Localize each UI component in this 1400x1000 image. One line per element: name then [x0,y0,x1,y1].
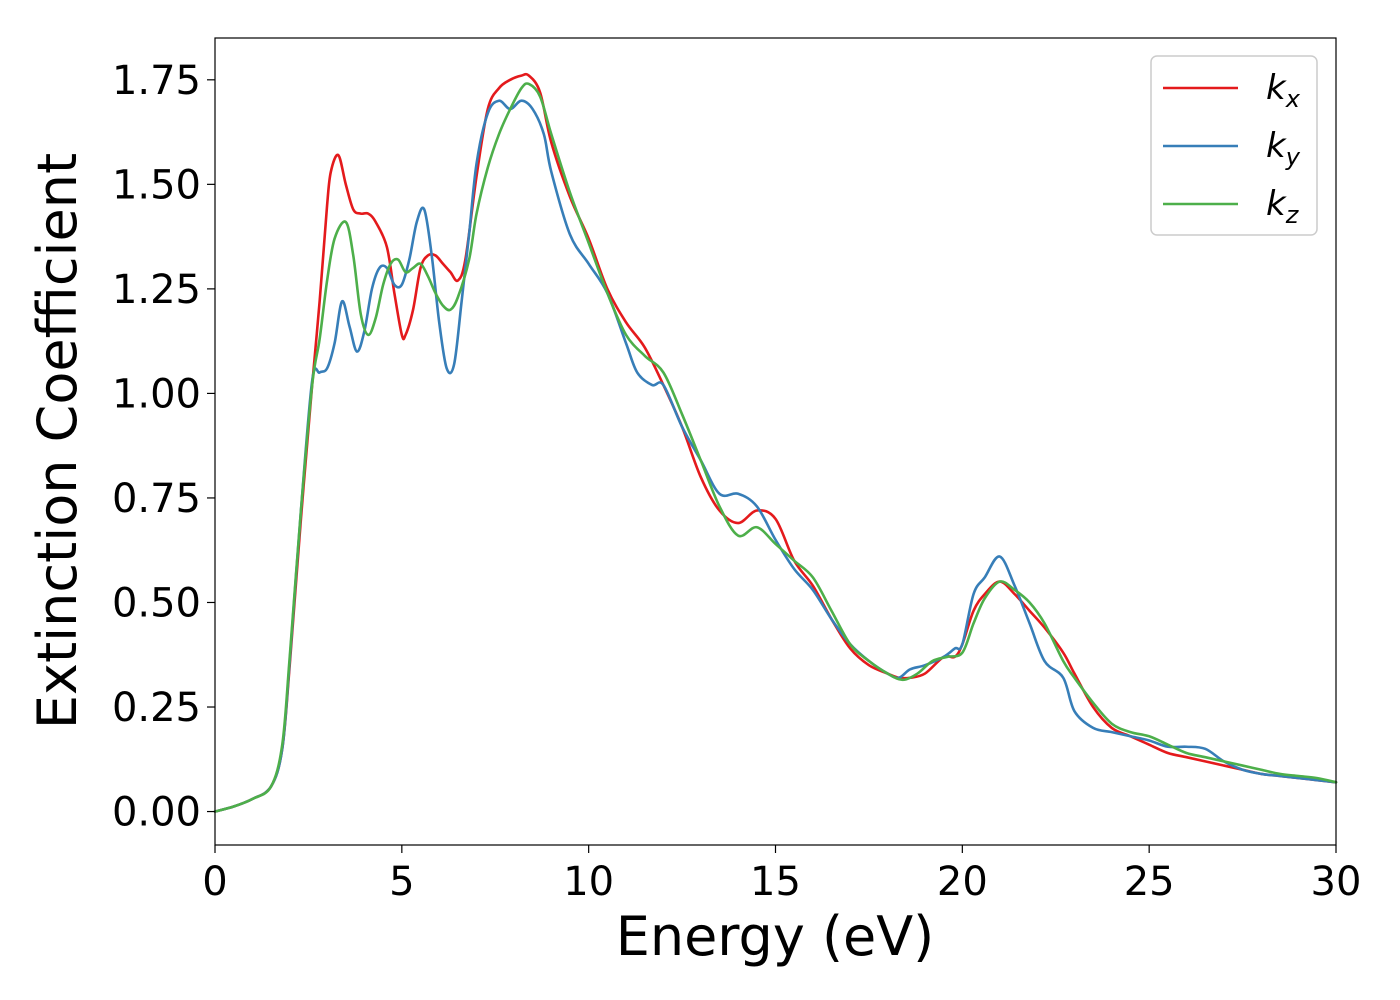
x-tick-label: 0 [202,859,227,905]
y-tick-label: 1.00 [112,371,201,417]
y-tick-label: 0.00 [112,790,201,836]
x-tick-label: 5 [389,859,414,905]
legend-entries: kx ky kz [1163,68,1301,229]
legend: kx ky kz [1150,55,1318,236]
x-tick-label: 25 [1124,859,1175,905]
y-tick-label: 0.50 [112,580,201,626]
x-tick-label: 20 [937,859,988,905]
legend-label-kx: kx [1266,68,1301,113]
y-tick-label: 0.75 [112,476,201,522]
series-line-kz [213,82,1338,813]
y-axis-ticks: 0.00 0.25 0.50 0.75 1.00 1.25 1.50 1.75 [112,58,215,836]
x-tick-label: 15 [750,859,801,905]
y-tick-label: 1.25 [112,267,201,313]
x-tick-label: 10 [563,859,614,905]
series-layer [213,72,1338,813]
series-line-ky [213,99,1338,813]
x-tick-label: 30 [1311,859,1362,905]
x-axis-label: Energy (eV) [616,905,935,968]
y-tick-label: 0.25 [112,685,201,731]
plot-background [215,38,1336,845]
y-tick-label: 1.50 [112,162,201,208]
legend-label-kz: kz [1266,184,1300,229]
series-line-kx [213,72,1338,813]
x-axis-ticks: 0 5 10 15 20 25 30 [202,845,1361,905]
y-axis-label: Extinction Coefficient [26,153,89,729]
y-tick-label: 1.75 [112,58,201,104]
legend-label-ky: ky [1266,126,1301,171]
